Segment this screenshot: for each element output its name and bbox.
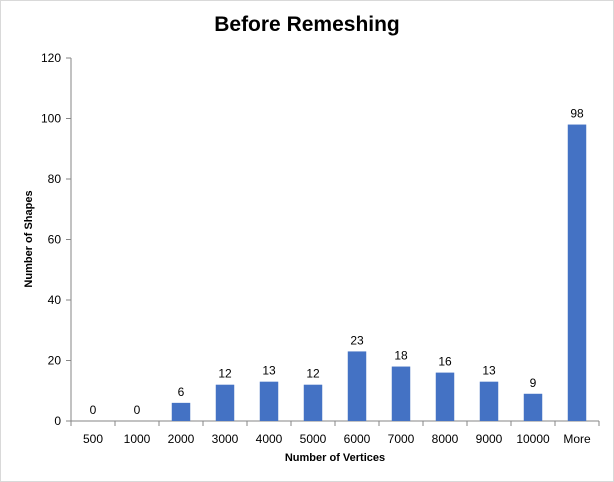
chart-title: Before Remeshing (214, 13, 400, 36)
bar-6000 (347, 351, 367, 421)
x-tick-label-500: 500 (83, 432, 103, 446)
x-tick-label-7000: 7000 (388, 432, 415, 446)
x-tick-label-5000: 5000 (300, 432, 327, 446)
y-tick-label: 100 (41, 112, 61, 126)
data-label-7000: 18 (394, 349, 408, 363)
bar-More (567, 124, 587, 422)
bar-5000 (303, 384, 323, 421)
y-tick-label: 0 (54, 414, 61, 428)
bar-10000 (523, 393, 543, 421)
y-tick-label: 40 (48, 293, 62, 307)
x-tick-label-1000: 1000 (124, 432, 151, 446)
data-label-More: 98 (570, 107, 584, 121)
data-label-9000: 13 (482, 364, 496, 378)
data-label-1000: 0 (134, 403, 141, 417)
x-tick-label-2000: 2000 (168, 432, 195, 446)
bar-2000 (171, 402, 191, 421)
data-label-4000: 13 (262, 364, 276, 378)
data-label-500: 0 (90, 403, 97, 417)
x-axis-title: Number of Vertices (284, 452, 386, 464)
y-tick-labels-group: 0 20 40 60 80 100 120 (41, 51, 61, 428)
data-label-6000: 23 (350, 333, 364, 347)
x-tick-label-10000: 10000 (516, 432, 550, 446)
data-label-8000: 16 (438, 355, 452, 369)
bar-8000 (435, 372, 455, 421)
y-axis-title: Number of Shapes (23, 190, 35, 288)
x-tick-label-More: More (563, 432, 591, 446)
bar-3000 (215, 384, 235, 421)
bars-group (171, 124, 587, 422)
x-tick-label-9000: 9000 (476, 432, 503, 446)
bar-9000 (479, 381, 499, 421)
y-tick-label: 80 (48, 172, 62, 186)
x-tick-label-8000: 8000 (432, 432, 459, 446)
data-label-3000: 12 (218, 367, 232, 381)
bar-4000 (259, 381, 279, 421)
axes (66, 57, 600, 426)
y-tick-label: 60 (48, 233, 62, 247)
data-label-5000: 12 (306, 367, 320, 381)
data-label-10000: 9 (530, 376, 537, 390)
data-label-2000: 6 (178, 385, 185, 399)
y-tick-label: 120 (41, 51, 61, 65)
x-tick-labels-group: 500 1000 2000 3000 4000 5000 6000 7000 8000 9000 1… (83, 432, 591, 446)
x-tick-label-6000: 6000 (344, 432, 371, 446)
x-tick-label-4000: 4000 (256, 432, 283, 446)
y-tick-label: 20 (48, 354, 62, 368)
bar-7000 (391, 366, 411, 421)
x-tick-label-3000: 3000 (212, 432, 239, 446)
data-labels-group: 0 0 6 12 13 12 23 18 16 13 9 98 (90, 107, 584, 417)
